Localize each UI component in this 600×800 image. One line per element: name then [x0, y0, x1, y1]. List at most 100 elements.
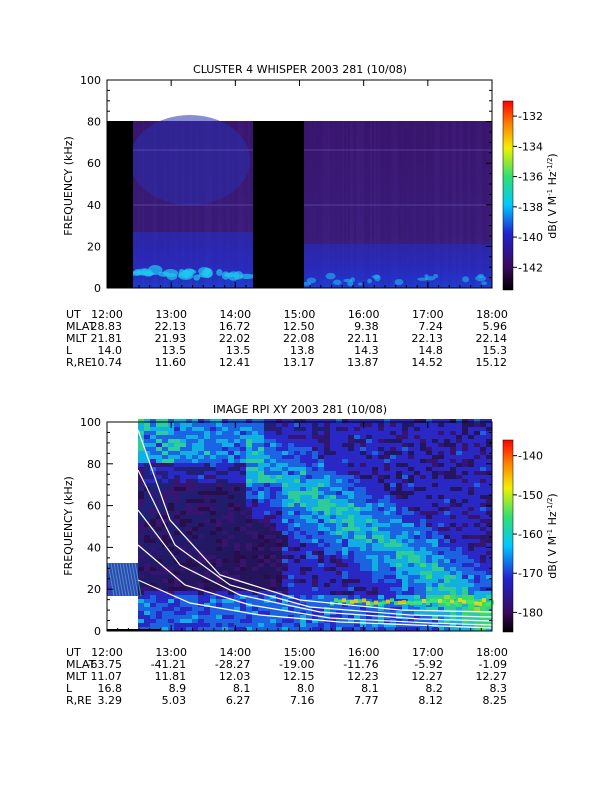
image-pixel: [264, 435, 270, 439]
image-pixel: [210, 555, 216, 559]
image-y-tick-label: 80: [87, 458, 101, 471]
image-pixel: [210, 459, 216, 463]
image-pixel: [342, 531, 348, 535]
image-pixel: [276, 443, 282, 447]
image-pixel: [192, 611, 198, 615]
image-bright-band: [386, 599, 390, 604]
image-pixel: [162, 427, 168, 431]
image-pixel: [372, 455, 378, 459]
image-pixel: [456, 439, 462, 443]
image-fit-curve: [137, 469, 493, 618]
image-pixel: [348, 475, 354, 479]
image-pixel: [306, 499, 312, 503]
image-pixel: [288, 467, 294, 471]
image-pixel: [210, 451, 216, 455]
image-pixel: [330, 555, 336, 559]
image-pixel: [462, 467, 468, 471]
image-pixel: [306, 527, 312, 531]
image-pixel: [150, 611, 156, 615]
image-pixel: [354, 615, 360, 619]
image-pixel: [468, 551, 474, 555]
image-pixel: [438, 627, 444, 631]
image-pixel: [162, 495, 168, 499]
image-pixel: [396, 611, 402, 615]
image-pixel: [378, 575, 384, 579]
image-pixel: [366, 451, 372, 455]
image-pixel: [246, 515, 252, 519]
image-pixel: [426, 607, 432, 611]
image-pixel: [372, 499, 378, 503]
image-pixel: [360, 519, 366, 523]
image-pixel: [246, 523, 252, 527]
image-pixel: [336, 463, 342, 467]
image-pixel: [480, 475, 486, 479]
cluster-cyan-patch: [462, 276, 470, 283]
image-pixel: [270, 439, 276, 443]
image-pixel: [336, 619, 342, 623]
image-pixel: [174, 599, 180, 603]
image-pixel: [318, 495, 324, 499]
image-pixel: [438, 515, 444, 519]
image-pixel: [234, 455, 240, 459]
image-pixel: [324, 599, 330, 603]
image-pixel: [294, 567, 300, 571]
image-pixel: [192, 423, 198, 427]
image-pixel: [354, 427, 360, 431]
image-pixel: [396, 527, 402, 531]
image-pixel: [294, 531, 300, 535]
image-pixel: [240, 419, 246, 423]
image-pixel: [372, 483, 378, 487]
image-pixel: [354, 479, 360, 483]
image-pixel: [252, 439, 258, 443]
image-pixel: [192, 443, 198, 447]
image-pixel: [480, 439, 486, 443]
image-pixel: [414, 439, 420, 443]
image-pixel: [462, 603, 468, 607]
image-pixel: [336, 595, 342, 599]
image-pixel: [198, 623, 204, 627]
image-pixel: [366, 615, 372, 619]
image-pixel: [480, 543, 486, 547]
image-pixel: [420, 551, 426, 555]
image-pixel: [414, 539, 420, 543]
image-pixel: [450, 507, 456, 511]
image-pixel: [486, 555, 492, 559]
image-pixel: [372, 555, 378, 559]
image-pixel: [438, 571, 444, 575]
image-pixel: [162, 467, 168, 471]
image-pixel: [462, 583, 468, 587]
image-pixel: [438, 603, 444, 607]
image-ephemeris-row-label: MLT: [66, 670, 87, 683]
image-pixel: [336, 603, 342, 607]
image-pixel: [384, 499, 390, 503]
image-pixel: [204, 479, 210, 483]
image-pixel: [138, 555, 144, 559]
image-pixel: [360, 575, 366, 579]
image-pixel: [186, 615, 192, 619]
image-pixel: [342, 539, 348, 543]
image-pixel: [264, 455, 270, 459]
image-pixel: [408, 495, 414, 499]
image-pixel: [288, 603, 294, 607]
image-pixel: [366, 599, 372, 603]
image-pixel: [420, 515, 426, 519]
image-pixel: [270, 483, 276, 487]
image-pixel: [342, 511, 348, 515]
image-pixel: [306, 439, 312, 443]
image-pixel: [282, 487, 288, 491]
image-pixel: [282, 483, 288, 487]
cluster-ephemeris-value: 16:00: [348, 308, 380, 321]
image-pixel: [318, 571, 324, 575]
image-pixel: [372, 607, 378, 611]
image-pixel: [402, 575, 408, 579]
image-pixel: [216, 455, 222, 459]
image-pixel: [486, 487, 492, 491]
image-pixel: [432, 523, 438, 527]
image-pixel: [288, 491, 294, 495]
image-pixel: [252, 595, 258, 599]
image-pixel: [312, 459, 318, 463]
image-pixel: [144, 603, 150, 607]
image-pixel: [432, 419, 438, 423]
image-pixel: [312, 491, 318, 495]
image-pixel: [456, 555, 462, 559]
